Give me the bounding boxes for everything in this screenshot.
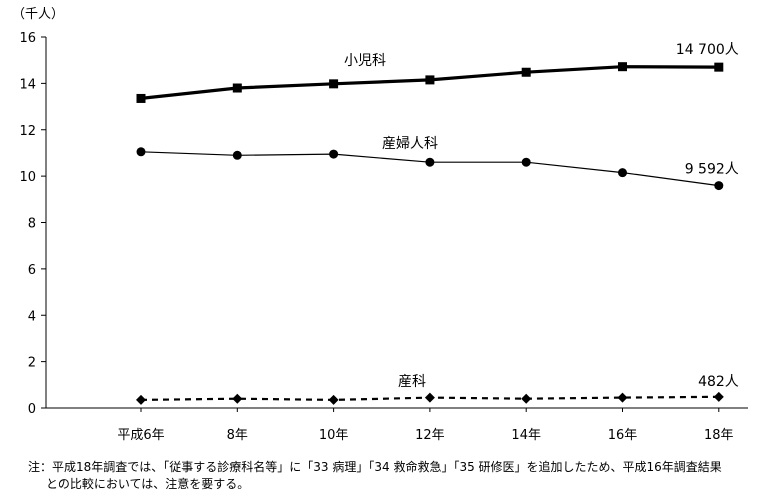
- data-point-square: [136, 93, 146, 103]
- series-label: 小児科: [344, 53, 386, 69]
- data-point-square: [618, 62, 627, 72]
- data-point-square: [521, 67, 531, 77]
- series-end-value-label: 9 592人: [685, 162, 739, 178]
- y-tick-label: 12: [19, 124, 36, 139]
- y-tick-label: 16: [19, 31, 36, 46]
- data-point-square: [232, 83, 242, 93]
- data-point-square: [425, 75, 435, 85]
- data-point-circle: [714, 181, 724, 191]
- y-axis-unit-label: （千人）: [12, 7, 64, 22]
- x-tick-label: 8年: [227, 428, 248, 443]
- data-point-diamond: [136, 394, 146, 405]
- data-point-circle: [521, 157, 531, 167]
- x-tick-label: 16年: [608, 428, 638, 443]
- data-point-diamond: [232, 393, 243, 404]
- y-tick-label: 10: [19, 170, 36, 185]
- data-point-diamond: [617, 392, 628, 403]
- footnote-line-1: 注：平成18年調査では、「従事する診療科名等」に「33 病理」「34 救命救急」…: [28, 460, 722, 474]
- y-tick-label: 2: [28, 356, 36, 371]
- data-point-square: [329, 79, 339, 89]
- data-point-circle: [618, 168, 627, 178]
- series-label: 産科: [398, 374, 426, 390]
- footnote-line-2: との比較においては、注意を要する。: [46, 477, 250, 491]
- x-tick-label: 14年: [511, 428, 541, 443]
- series-end-value-label: 482人: [698, 374, 739, 390]
- data-point-diamond: [521, 393, 532, 404]
- data-point-diamond: [713, 391, 724, 402]
- data-point-circle: [136, 147, 146, 157]
- x-tick-label: 10年: [319, 428, 349, 443]
- y-tick-label: 0: [28, 402, 36, 417]
- y-tick-label: 8: [28, 217, 36, 232]
- series-end-value-label: 14 700人: [676, 42, 739, 58]
- data-point-circle: [232, 150, 242, 160]
- data-point-circle: [329, 149, 339, 159]
- data-point-diamond: [424, 392, 435, 403]
- x-tick-label: 18年: [704, 428, 734, 443]
- x-tick-label: 平成6年: [117, 428, 164, 443]
- series-label: 産婦人科: [382, 135, 438, 152]
- data-point-diamond: [328, 394, 339, 405]
- x-tick-label: 12年: [415, 428, 445, 443]
- y-tick-label: 6: [28, 263, 36, 278]
- data-point-square: [714, 62, 724, 72]
- series-line-2: [140, 151, 719, 187]
- data-point-circle: [425, 157, 435, 167]
- y-tick-label: 14: [19, 77, 36, 92]
- y-tick-label: 4: [28, 309, 36, 324]
